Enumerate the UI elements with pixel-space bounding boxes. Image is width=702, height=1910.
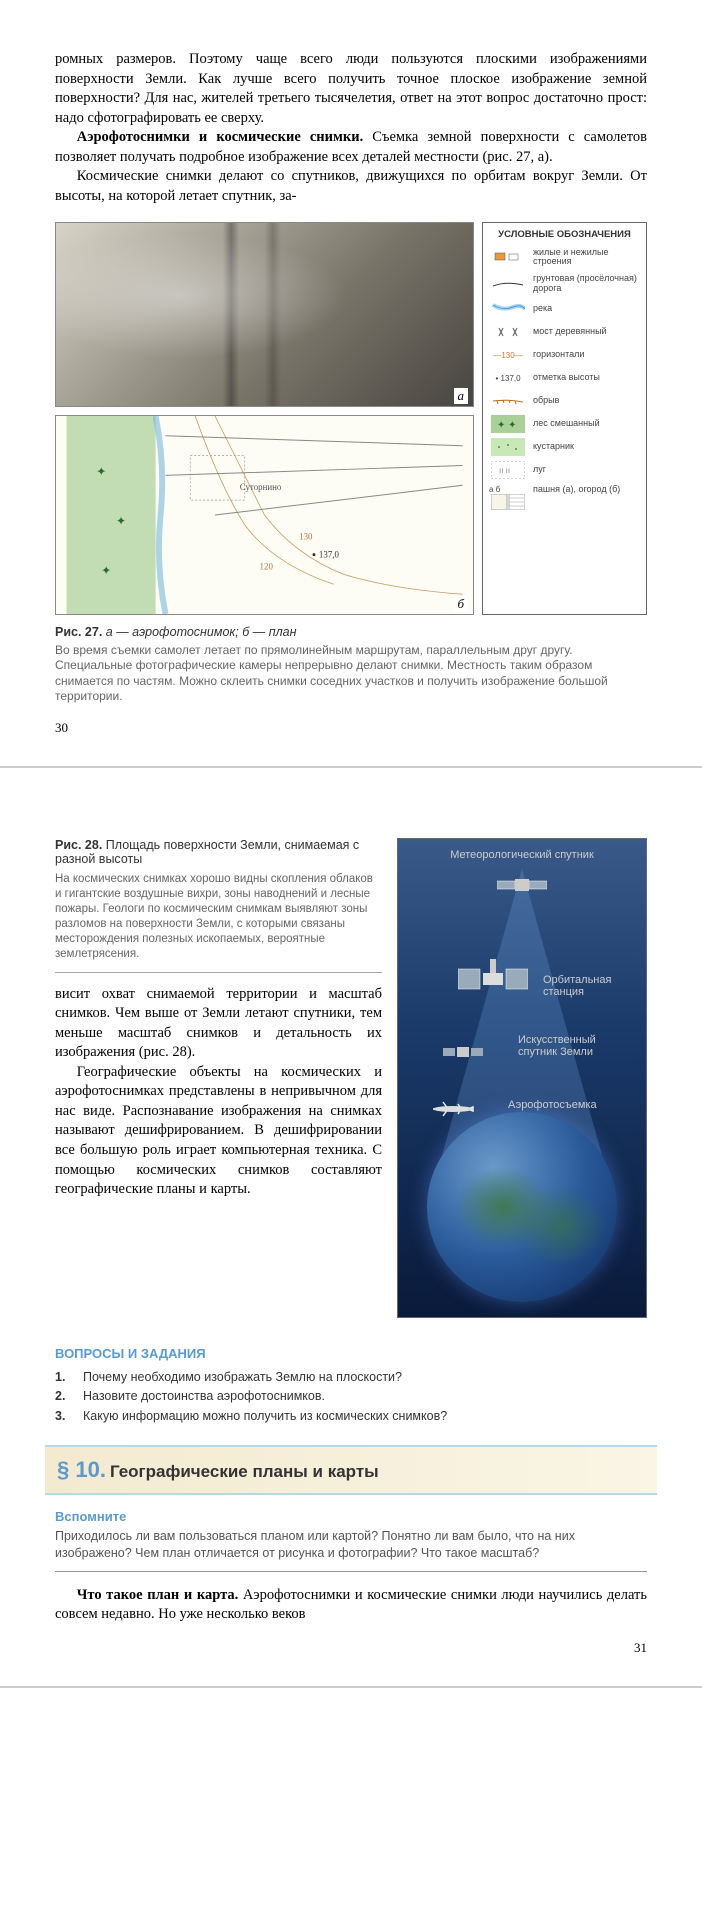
legend-item: ✦ ✦ лес смешанный (489, 416, 640, 432)
map-svg: Суторнино 130 120 137,0 ✦ ✦ ✦ (56, 416, 473, 614)
questions-title: ВОПРОСЫ И ЗАДАНИЯ (55, 1346, 647, 1361)
contour-icon: — 130 — (489, 347, 527, 363)
svg-text:137,0: 137,0 (319, 549, 340, 559)
aerial-photo: а (55, 222, 474, 407)
svg-text:130: 130 (299, 531, 313, 541)
svg-text:✦: ✦ (116, 513, 126, 527)
section-title: Географические планы и карты (110, 1462, 379, 1481)
legend-item: ıı ıı луг (489, 462, 640, 478)
caption-title: Рис. 27. (55, 625, 102, 639)
shrub-icon (489, 439, 527, 455)
section-number: § 10. (57, 1457, 106, 1482)
page-30: ромных размеров. Поэтому чаще всего люди… (0, 0, 702, 768)
svg-text:✦ ✦: ✦ ✦ (497, 420, 517, 431)
road-icon (489, 276, 527, 292)
building-icon (489, 249, 527, 265)
question-item: 2.Назовите достоинства аэрофотоснимков. (55, 1388, 647, 1406)
legend-title: УСЛОВНЫЕ ОБОЗНАЧЕНИЯ (489, 229, 640, 240)
p31-para3: Что такое план и карта. Аэрофотоснимки и… (55, 1586, 647, 1625)
page-number: 30 (55, 720, 647, 736)
legend: УСЛОВНЫЕ ОБОЗНАЧЕНИЯ жилые и нежилые стр… (482, 222, 647, 615)
para2-bold: Аэрофотоснимки и космические снимки. (77, 129, 363, 145)
label-a: а (454, 388, 469, 404)
river-icon (489, 301, 527, 317)
field-icon: а б (489, 485, 527, 510)
meadow-icon: ıı ıı (489, 462, 527, 478)
svg-text:✦: ✦ (96, 464, 106, 478)
question-item: 1.Почему необходимо изображать Землю на … (55, 1369, 647, 1387)
caption-27: Рис. 27. а — аэрофотоснимок; б — план (55, 625, 647, 639)
questions-list: 1.Почему необходимо изображать Землю на … (55, 1369, 647, 1426)
legend-item: — 130 — горизонтали (489, 347, 640, 363)
station-icon (458, 959, 528, 999)
legend-item: жилые и нежилые строения (489, 248, 640, 268)
para3-bold: Что такое план и карта. (77, 1587, 239, 1603)
caption-27-body: Во время съемки самолет летает по прямол… (55, 643, 647, 705)
p30-para3: Космические снимки делают со спутников, … (55, 167, 647, 206)
section-header: § 10. Географические планы и карты (45, 1445, 657, 1495)
recall-body: Приходилось ли вам пользоваться планом и… (55, 1528, 647, 1561)
legend-item: а б пашня (а), огород (б) (489, 485, 640, 510)
recall-title: Вспомните (55, 1509, 647, 1524)
page-number: 31 (55, 1640, 647, 1656)
legend-item: кустарник (489, 439, 640, 455)
caption-sub: а — аэрофотоснимок; б — план (102, 625, 296, 639)
legend-item: обрыв (489, 393, 640, 409)
earth-icon (427, 1112, 617, 1302)
artificial-label: Искусственный спутник Земли (518, 1034, 628, 1058)
legend-item: мост деревянный (489, 324, 640, 340)
satellite-icon (443, 1039, 483, 1065)
bridge-icon (489, 324, 527, 340)
svg-text:Суторнино: Суторнино (240, 482, 282, 492)
orbital-label: Орбитальная станция (543, 974, 633, 998)
spot-icon: • 137,0 (489, 370, 527, 386)
p30-para2: Аэрофотоснимки и космические снимки. Съе… (55, 128, 647, 167)
aero-label: Аэрофотосъемка (508, 1099, 628, 1111)
question-item: 3.Какую информацию можно получить из кос… (55, 1408, 647, 1426)
meteo-label: Метеорологический спутник (398, 849, 646, 861)
figure-27: а Суторнино 130 120 137,0 ✦ ✦ (55, 222, 647, 615)
legend-item: река (489, 301, 640, 317)
plane-icon (428, 1099, 478, 1119)
caption28-title: Рис. 28. (55, 838, 102, 852)
p30-para1: ромных размеров. Поэтому чаще всего люди… (55, 50, 647, 128)
divider (55, 1571, 647, 1572)
legend-item: • 137,0 отметка высоты (489, 370, 640, 386)
meteo-sat-icon (497, 873, 547, 897)
label-b: б (453, 596, 468, 612)
svg-text:ıı ıı: ıı ıı (499, 466, 510, 475)
page-31: Метеорологический спутник Орбитальная ст… (0, 768, 702, 1688)
figure-28: Метеорологический спутник Орбитальная ст… (397, 838, 647, 1318)
svg-text:✦: ✦ (101, 563, 111, 577)
cliff-icon (489, 393, 527, 409)
legend-item: грунтовая (просёлочная) дорога (489, 274, 640, 294)
divider (55, 972, 382, 973)
svg-text:120: 120 (260, 561, 274, 571)
forest-icon: ✦ ✦ (489, 416, 527, 432)
map-plan: Суторнино 130 120 137,0 ✦ ✦ ✦ б (55, 415, 474, 615)
figure-left-col: а Суторнино 130 120 137,0 ✦ ✦ (55, 222, 474, 615)
